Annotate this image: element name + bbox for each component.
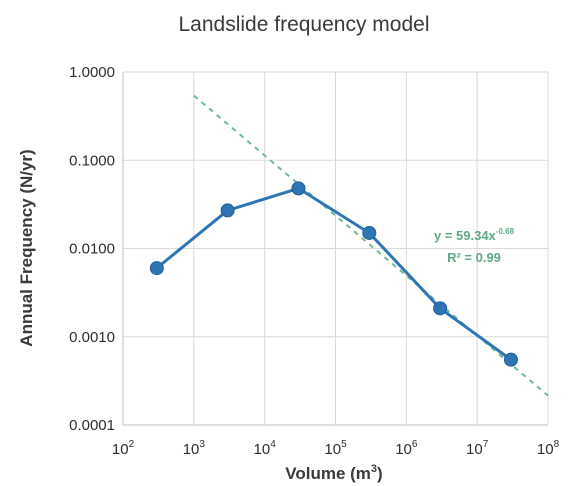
data-series [149,181,518,367]
chart-title: Landslide frequency model [179,13,430,36]
x-tick-label: 105 [324,439,347,458]
x-tick-label: 107 [466,439,489,458]
x-tick-labels: 102 103 104 105 106 107 108 [112,439,560,458]
data-point [149,261,164,276]
trendline-r2: R² = 0.99 [447,250,501,265]
data-point [433,301,448,316]
x-tick-label: 106 [395,439,418,458]
data-point [220,203,235,218]
x-tick-label: 103 [183,439,206,458]
axes [122,72,548,426]
y-tick-label: 0.1000 [69,152,115,169]
data-point [362,225,377,240]
x-tick-label: 108 [537,439,560,458]
trendline-equation: y = 59.34x-0.68 [434,227,515,243]
data-point [291,181,306,196]
trendline [193,94,549,397]
y-tick-label: 0.0100 [69,241,115,258]
trendline-path [193,94,549,397]
x-tick-label: 104 [254,439,277,458]
x-axis-title: Volume (m3) [285,463,382,483]
y-tick-label: 1.0000 [69,64,115,81]
x-tick-label: 102 [112,439,135,458]
y-tick-labels: 1.0000 0.1000 0.0100 0.0010 0.0001 [69,64,115,434]
grid [123,71,549,425]
y-tick-label: 0.0010 [69,329,115,346]
y-axis-title: Annual Frequency (N/yr) [17,149,36,346]
series-line [155,186,512,361]
data-point [503,352,518,367]
y-tick-label: 0.0001 [69,417,115,434]
